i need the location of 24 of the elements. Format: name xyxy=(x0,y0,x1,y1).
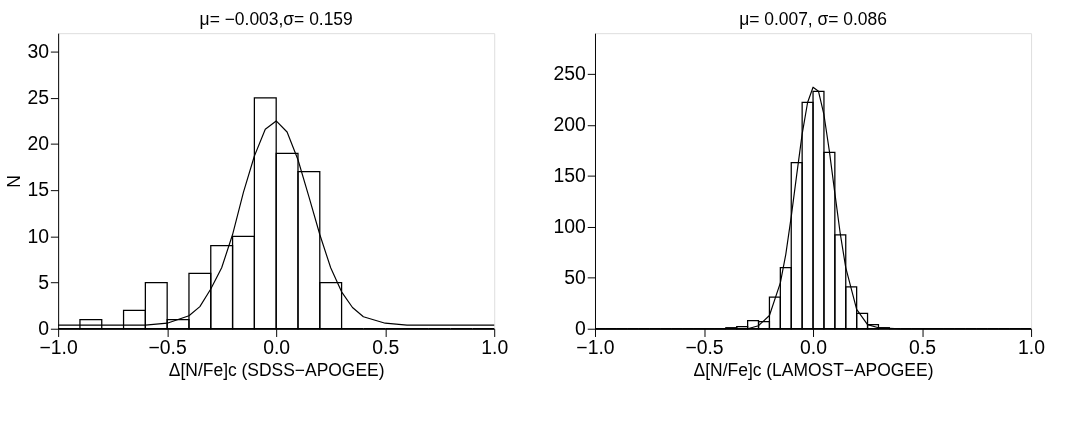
y-tick-label: 20 xyxy=(27,132,50,155)
x-axis-title: Δ[N/Fe]c (SDSS−APOGEE) xyxy=(168,359,385,380)
y-tick-label: 150 xyxy=(553,164,587,187)
x-tick-label: 0.0 xyxy=(263,336,291,359)
x-tick-label: −0.5 xyxy=(148,336,187,359)
y-tick-label: 200 xyxy=(553,113,587,136)
y-tick-label: 10 xyxy=(27,224,50,247)
y-tick-label: 15 xyxy=(27,178,49,201)
y-tick-label: 50 xyxy=(564,266,587,289)
y-tick-label: 30 xyxy=(27,39,50,62)
x-tick-label: 0.0 xyxy=(800,336,828,359)
x-axis-title: Δ[N/Fe]c (LAMOST−APOGEE) xyxy=(693,359,934,380)
x-tick-label: 0.5 xyxy=(909,336,937,359)
chart-title: μ= −0.003,σ= 0.159 xyxy=(199,9,353,30)
x-tick-label: −0.5 xyxy=(685,336,724,359)
x-tick-label: 0.5 xyxy=(372,336,400,359)
y-tick-label: 5 xyxy=(38,270,49,293)
chart-title: μ= 0.007, σ= 0.086 xyxy=(739,9,887,30)
y-tick-label: 250 xyxy=(553,62,587,85)
y-tick-label: 100 xyxy=(553,215,587,238)
y-axis-title: N xyxy=(3,175,24,188)
x-tick-label: 1.0 xyxy=(481,336,509,359)
x-tick-label: 1.0 xyxy=(1018,336,1046,359)
y-tick-label: 25 xyxy=(27,86,49,109)
